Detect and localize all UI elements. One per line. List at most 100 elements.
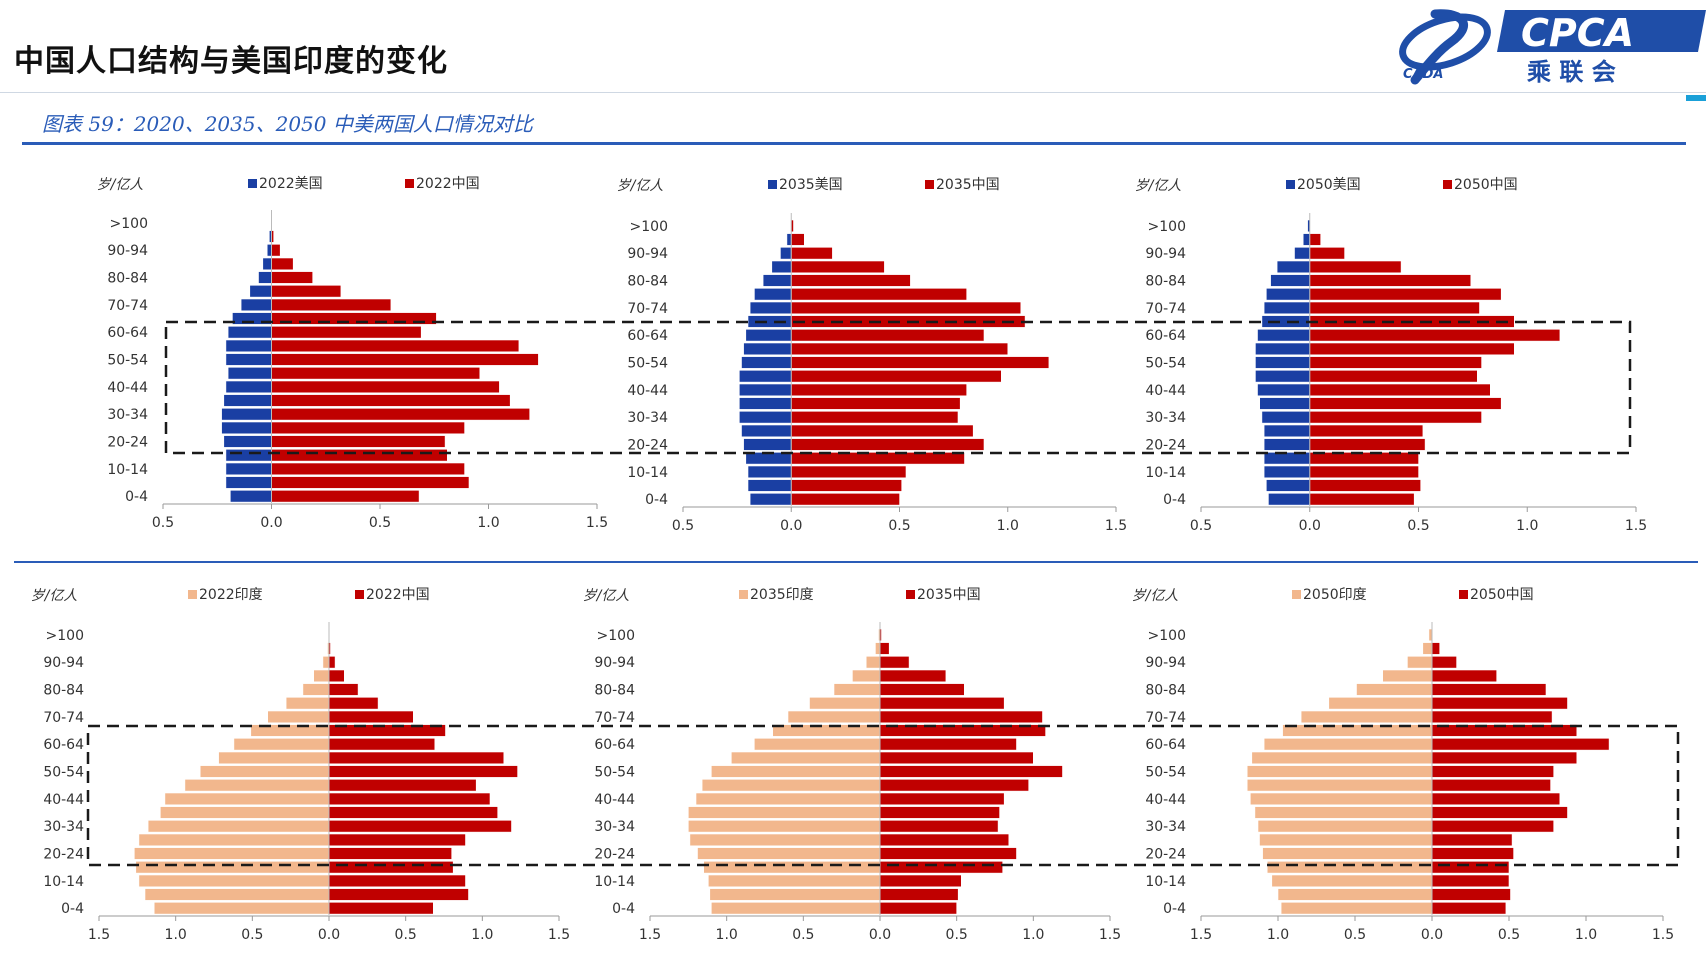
bar-right-55-59 (879, 751, 1034, 765)
bar-left-95-99 (1422, 642, 1433, 655)
y-tick-label: 90-94 (43, 655, 84, 671)
x-tick-label: 0.0 (260, 515, 282, 531)
bar-right-0-4 (790, 492, 900, 506)
y-tick-label: 70-74 (594, 710, 635, 726)
bar-left-75-79 (1328, 696, 1433, 710)
bar-left-60-64 (233, 737, 330, 751)
legend-swatch (1459, 590, 1468, 599)
bar-right-35-39 (328, 806, 498, 819)
x-tick-label: 0.5 (1407, 518, 1429, 534)
x-tick-label: 0.0 (1299, 518, 1321, 534)
cpca-brand-block: CPCA 乘 联 会 (1497, 10, 1706, 86)
bar-right-5-9 (1431, 888, 1511, 901)
y-tick-label: 0-4 (612, 901, 635, 917)
y-tick-label: 50-54 (43, 765, 84, 781)
bar-left-10-14 (225, 462, 272, 476)
bar-right-55-59 (1431, 751, 1578, 765)
bar-right-50-54 (328, 765, 518, 778)
bar-left-80-84 (762, 274, 792, 287)
y-axis-unit-label: 岁/亿人 (617, 178, 664, 194)
bar-left-55-59 (225, 339, 272, 353)
bar-left-45-49 (184, 778, 330, 792)
y-tick-label: 20-24 (1145, 847, 1186, 863)
bar-right-25-29 (879, 833, 1010, 847)
bar-left-20-24 (223, 435, 272, 448)
bar-left-40-44 (1257, 383, 1311, 397)
bar-right-10-14 (1309, 465, 1419, 479)
x-tick-label: 1.0 (1575, 927, 1597, 943)
y-axis-unit-label: 岁/亿人 (97, 177, 144, 193)
bar-right-50-54 (1309, 356, 1482, 369)
bar-right-10-14 (1431, 874, 1510, 888)
x-tick-label: 1.0 (165, 927, 187, 943)
bar-right-5-9 (790, 479, 902, 492)
y-tick-label: 30-34 (107, 407, 148, 423)
bar-right-20-24 (328, 847, 452, 860)
bar-right-60-64 (328, 737, 436, 751)
legend-label: 2035中国 (917, 587, 981, 603)
bar-right-70-74 (1431, 710, 1553, 724)
bar-right-60-64 (1309, 328, 1561, 342)
bar-right-85-89 (1431, 669, 1497, 683)
bar-left-55-59 (1255, 342, 1311, 356)
bar-left-25-29 (741, 424, 792, 438)
y-tick-label: >100 (1148, 628, 1186, 644)
bar-left-90-94 (1407, 655, 1433, 669)
x-tick-label: 0.0 (1421, 927, 1443, 943)
bar-left-45-49 (1255, 369, 1311, 383)
bar-left-20-24 (134, 847, 330, 860)
bar-left-20-24 (697, 847, 881, 860)
bar-right-10-14 (790, 465, 907, 479)
y-tick-label: 80-84 (1145, 274, 1186, 290)
bar-left-30-34 (147, 819, 330, 833)
bar-right-40-44 (1309, 383, 1491, 397)
bar-right-60-64 (1431, 737, 1610, 751)
bar-left-70-74 (1263, 301, 1311, 315)
y-tick-label: 30-34 (1145, 819, 1186, 835)
bar-right-90-94 (328, 655, 336, 669)
bar-left-90-94 (780, 247, 792, 260)
bar-right-75-79 (879, 696, 1005, 710)
x-tick-label: 0.5 (241, 927, 263, 943)
bar-left-75-79 (285, 696, 330, 710)
bar-left-75-79 (1266, 287, 1311, 301)
bar-left-90-94 (865, 655, 881, 669)
bar-right-50-54 (271, 353, 539, 366)
y-tick-label: 90-94 (627, 246, 668, 262)
bar-left-90-94 (1294, 247, 1310, 260)
bar-right-30-34 (1309, 410, 1482, 424)
legend-swatch (925, 180, 934, 189)
bar-left-90-94 (322, 655, 330, 669)
legend-swatch (405, 179, 414, 188)
legend-label: 2050中国 (1454, 177, 1518, 193)
bar-left-45-49 (1246, 778, 1433, 792)
legend-swatch (1286, 180, 1295, 189)
legend-swatch (739, 590, 748, 599)
legend-label: 2050印度 (1303, 587, 1367, 603)
legend-swatch (768, 180, 777, 189)
bar-left-50-54 (710, 765, 881, 778)
y-tick-label: >100 (46, 628, 84, 644)
bar-right-0-4 (328, 901, 434, 915)
cada-logo-text: CADA (1403, 67, 1443, 82)
x-tick-label: 1.0 (1267, 927, 1289, 943)
bar-left-30-34 (1257, 819, 1433, 833)
y-tick-label: 80-84 (43, 683, 84, 699)
bar-left-45-49 (701, 778, 881, 792)
bar-left-95-99 (786, 233, 792, 246)
bar-right-75-79 (790, 287, 967, 301)
bar-right-15-19 (271, 448, 448, 462)
bar-left-75-79 (809, 696, 881, 710)
y-tick-label: 30-34 (594, 819, 635, 835)
legend-label: 2035美国 (779, 177, 843, 193)
bar-right-45-49 (1309, 369, 1478, 383)
bar-left-50-54 (1255, 356, 1311, 369)
bar-right-35-39 (1309, 397, 1502, 410)
bar-right-25-29 (271, 421, 465, 435)
y-tick-label: 0-4 (125, 489, 148, 505)
bar-left-50-54 (225, 353, 272, 366)
y-tick-label: 40-44 (107, 380, 148, 396)
bar-right-0-4 (1431, 901, 1507, 915)
bar-right-25-29 (1431, 833, 1513, 847)
